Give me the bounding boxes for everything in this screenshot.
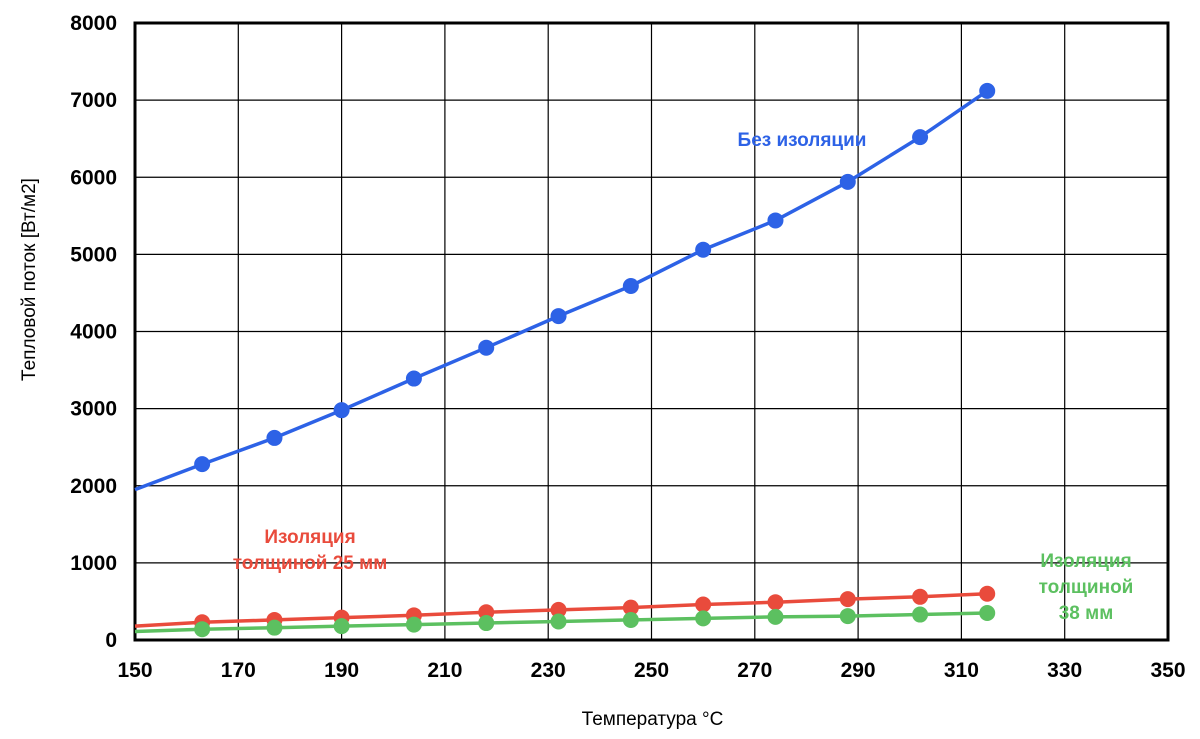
data-point [405,370,422,387]
x-tick-label: 350 [1150,659,1185,682]
data-point [839,173,856,190]
x-tick-label: 210 [427,659,462,682]
data-point [550,613,567,630]
data-point [550,308,567,325]
data-point [478,339,495,356]
series-3 [134,605,996,638]
series-label-line: Изоляция [1040,551,1131,572]
x-tick-label: 330 [1047,659,1082,682]
y-axis-ticks: 0 1000 2000 3000 4000 5000 6000 7000 8000 [70,12,117,652]
x-tick-label: 230 [531,659,566,682]
y-tick-label: 8000 [70,12,117,35]
data-point [912,588,929,605]
series-label: Без изоляции [738,130,867,151]
y-tick-label: 2000 [70,475,117,498]
x-axis-ticks: 150 170 190 210 230 250 270 290 310 330 350 [117,659,1185,682]
data-point [979,82,996,99]
series-label-line: Без изоляции [738,130,867,151]
y-tick-label: 5000 [70,243,117,266]
data-point [839,591,856,608]
x-axis-title: Температура °C [582,709,724,730]
data-point [695,241,712,258]
x-tick-label: 270 [737,659,772,682]
data-point [979,585,996,602]
plot-frame [133,21,1170,642]
y-axis-title: Тепловой поток [Вт/м2] [19,178,40,381]
series-label-line: 38 мм [1059,603,1114,624]
data-point [478,615,495,632]
data-point [333,618,350,635]
data-point [979,605,996,622]
data-point [695,596,712,613]
data-point [767,608,784,625]
data-point [266,619,283,636]
data-point [695,610,712,627]
y-tick-label: 0 [105,629,117,652]
data-point [194,621,211,638]
data-point [912,129,929,146]
y-tick-label: 3000 [70,398,117,421]
series-label-line: Изоляция [264,527,355,548]
x-tick-label: 150 [117,659,152,682]
x-tick-label: 290 [841,659,876,682]
data-point [912,606,929,623]
data-point [333,402,350,419]
x-tick-label: 310 [944,659,979,682]
series-label: Изоляция толщиной 25 мм [233,527,388,574]
data-point [622,277,639,294]
y-tick-label: 4000 [70,321,117,344]
data-point [194,456,211,473]
data-point [767,212,784,229]
y-tick-label: 1000 [70,552,117,575]
x-tick-label: 190 [324,659,359,682]
series-label-line: толщиной [1039,577,1134,598]
y-tick-label: 7000 [70,89,117,112]
series-label: Изоляция толщиной 38 мм [1039,551,1134,624]
data-point [622,611,639,628]
grid [134,22,1169,641]
data-point [767,594,784,611]
data-point [266,429,283,446]
x-tick-label: 170 [221,659,256,682]
series-1 [134,82,996,492]
data-point [622,599,639,616]
data-point [550,601,567,618]
data-point [839,608,856,625]
data-point [405,616,422,633]
series-label-line: толщиной 25 мм [233,553,388,574]
y-tick-label: 6000 [70,166,117,189]
series-layer [134,82,996,638]
x-tick-label: 250 [634,659,669,682]
